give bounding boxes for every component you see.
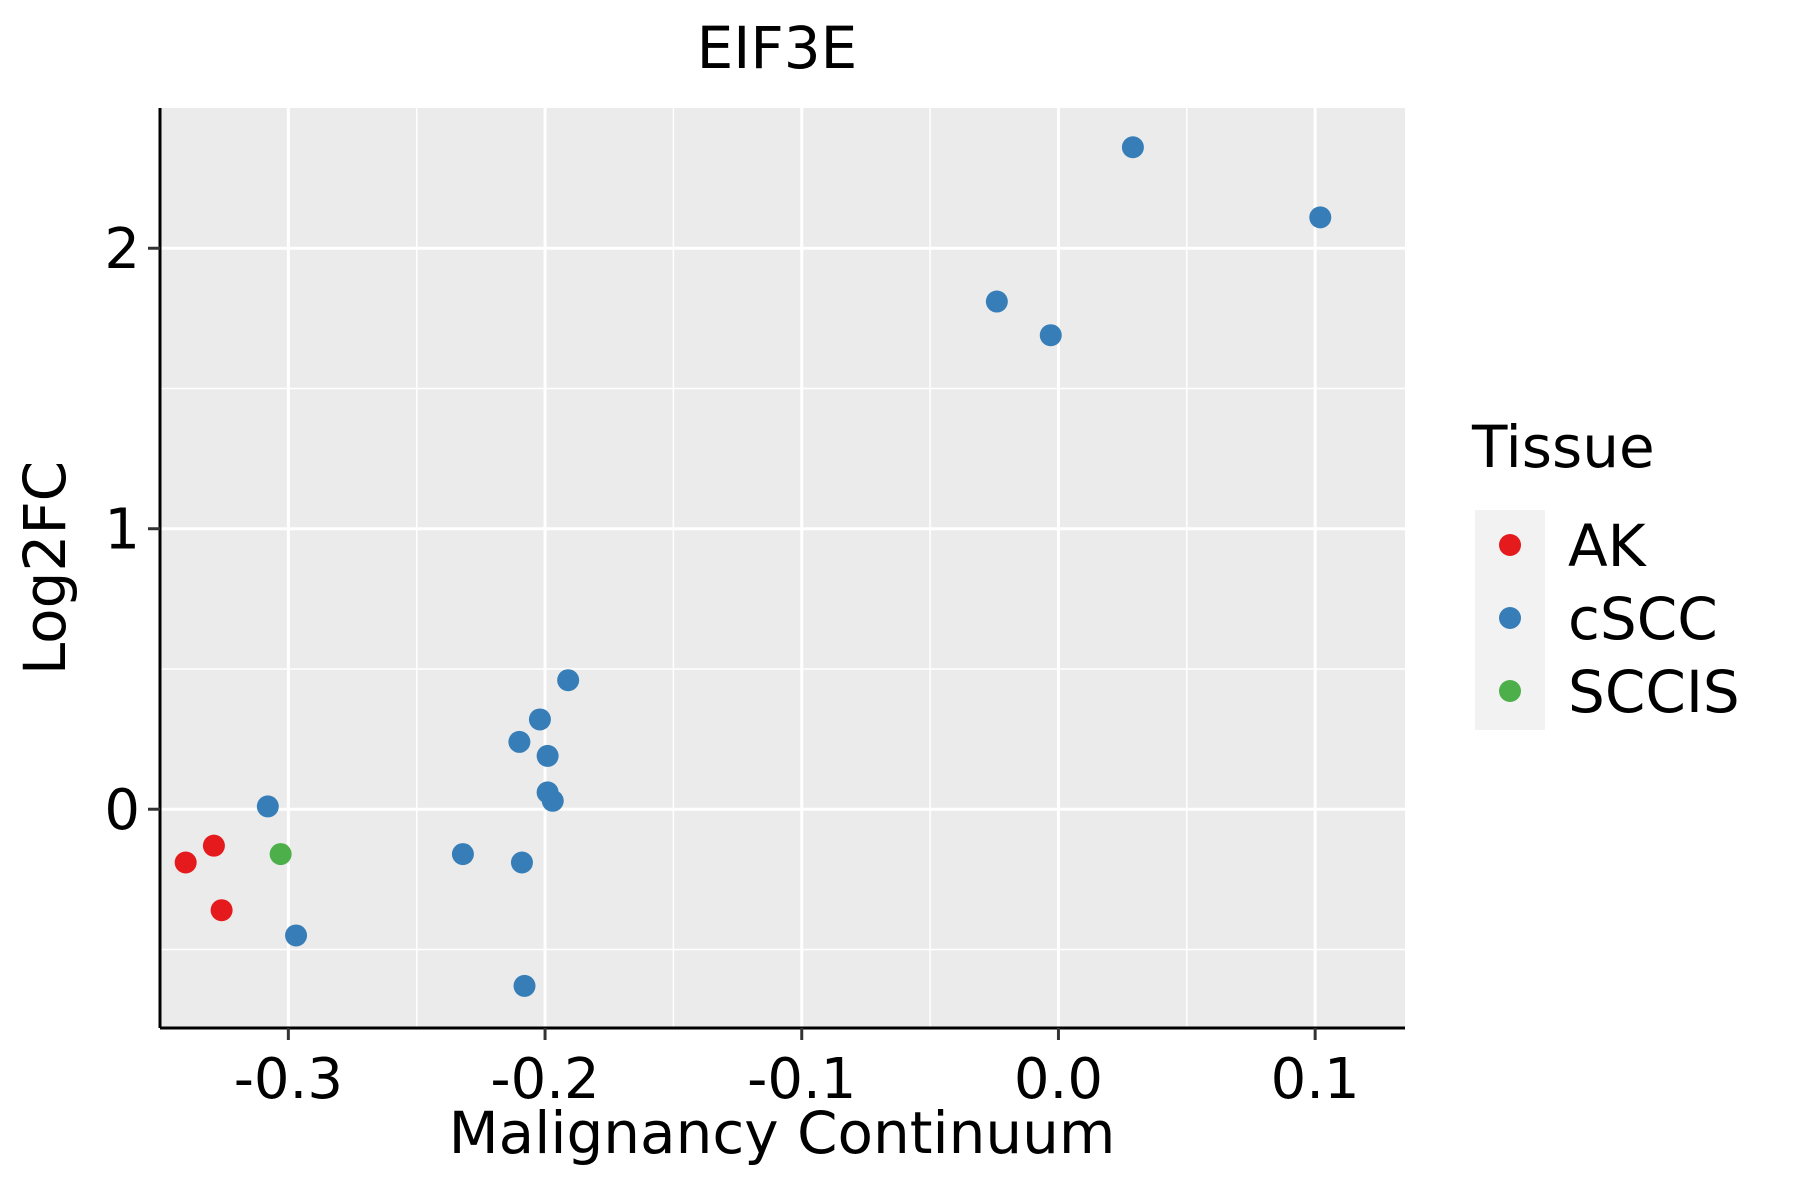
point-cscc bbox=[285, 924, 308, 947]
grid-minor bbox=[160, 108, 1405, 1028]
y-tick-label: 2 bbox=[104, 217, 140, 282]
y-axis-label: Log2FC bbox=[11, 461, 79, 675]
point-cscc bbox=[256, 795, 279, 818]
legend-key-ak bbox=[1499, 534, 1521, 556]
point-ak bbox=[210, 899, 233, 922]
y-axis-ticks: 0 1 2 bbox=[104, 217, 160, 843]
y-tick-label: 0 bbox=[104, 778, 140, 843]
point-cscc bbox=[528, 708, 551, 731]
point-cscc bbox=[508, 730, 531, 753]
data-points bbox=[174, 136, 1332, 997]
point-cscc bbox=[541, 789, 564, 812]
point-cscc bbox=[557, 669, 580, 692]
point-cscc bbox=[451, 843, 474, 866]
legend-key-sccis bbox=[1499, 680, 1521, 702]
x-tick-label: -0.1 bbox=[747, 1047, 856, 1112]
legend-label-cscc: cSCC bbox=[1568, 585, 1718, 653]
x-tick-label: -0.3 bbox=[234, 1047, 343, 1112]
legend-title: Tissue bbox=[1471, 413, 1655, 481]
plot-panel bbox=[160, 108, 1405, 1028]
point-ak bbox=[174, 851, 197, 874]
point-cscc bbox=[1309, 206, 1332, 229]
chart-title: EIF3E bbox=[697, 14, 858, 82]
point-cscc bbox=[1121, 136, 1144, 159]
point-cscc bbox=[985, 290, 1008, 313]
legend-key-cscc bbox=[1499, 607, 1521, 629]
point-cscc bbox=[1039, 324, 1062, 347]
grid-major bbox=[160, 108, 1405, 1028]
legend-label-ak: AK bbox=[1568, 512, 1648, 580]
point-cscc bbox=[513, 974, 536, 997]
point-sccis bbox=[269, 843, 292, 866]
legend-label-sccis: SCCIS bbox=[1568, 658, 1740, 726]
x-axis-label: Malignancy Continuum bbox=[449, 1099, 1116, 1167]
x-tick-label: 0.0 bbox=[1014, 1047, 1103, 1112]
x-tick-label: 0.1 bbox=[1271, 1047, 1360, 1112]
x-tick-label: -0.2 bbox=[490, 1047, 599, 1112]
x-axis-ticks: -0.3 -0.2 -0.1 0.0 0.1 bbox=[234, 1028, 1360, 1112]
point-cscc bbox=[510, 851, 533, 874]
point-ak bbox=[202, 834, 225, 857]
y-tick-label: 1 bbox=[104, 498, 140, 563]
point-cscc bbox=[536, 744, 559, 767]
